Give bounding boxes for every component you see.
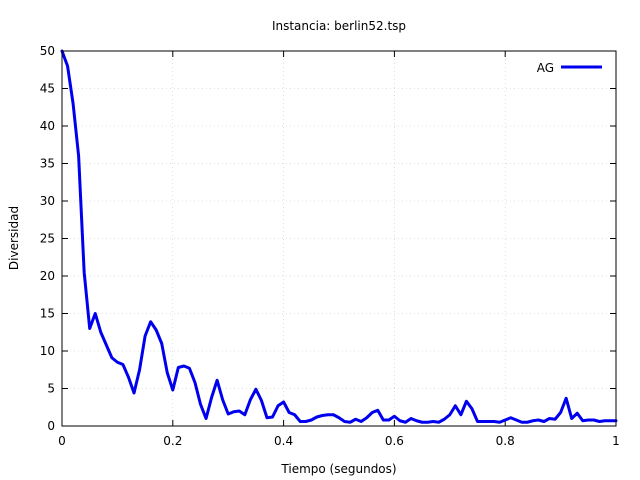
grid: [62, 51, 616, 426]
y-tick-label: 40: [40, 119, 55, 133]
y-tick-label: 30: [40, 194, 55, 208]
tick-marks: [61, 50, 617, 427]
chart-title: Instancia: berlin52.tsp: [272, 19, 406, 33]
y-tick-label: 25: [40, 232, 55, 246]
y-axis-title: Diversidad: [7, 206, 21, 270]
x-tick-label: 0.6: [385, 434, 404, 448]
series-layer: [60, 49, 618, 424]
y-tick-label: 35: [40, 157, 55, 171]
series-line-0: [60, 49, 618, 424]
legend-label: AG: [537, 61, 554, 75]
x-tick-label: 0.8: [496, 434, 515, 448]
y-tick-label: 5: [47, 382, 55, 396]
x-tick-label: 0.4: [274, 434, 293, 448]
y-tick-label: 10: [40, 344, 55, 358]
x-axis-title: Tiempo (segundos): [280, 462, 396, 476]
x-tick-label: 0.2: [163, 434, 182, 448]
y-tick-labels: 0 5 10 15 20 25 30 35 40 45 50: [40, 44, 55, 433]
x-tick-labels: 0 0.2 0.4 0.6 0.8 1: [58, 434, 620, 448]
y-tick-label: 20: [40, 269, 55, 283]
x-tick-label: 1: [612, 434, 620, 448]
y-tick-label: 45: [40, 82, 55, 96]
legend: AG: [537, 61, 602, 75]
y-tick-label: 15: [40, 307, 55, 321]
y-tick-label: 50: [40, 44, 55, 58]
y-tick-label: 0: [47, 419, 55, 433]
plot-frame: [61, 50, 617, 427]
x-tick-label: 0: [58, 434, 66, 448]
